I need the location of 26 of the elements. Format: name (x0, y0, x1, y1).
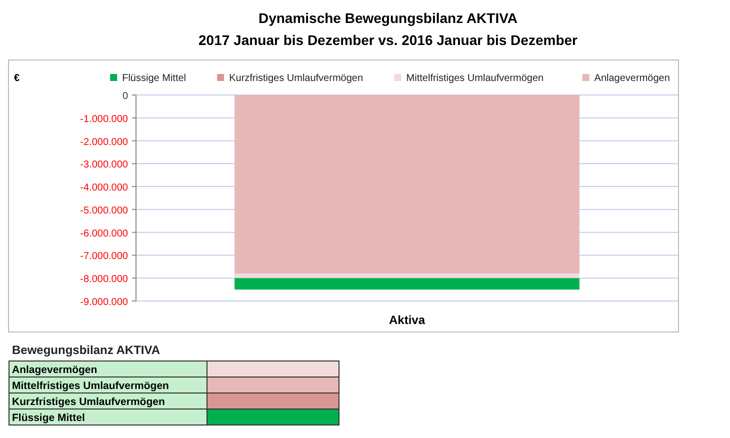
text: Bewegungsbilanz AKTIVA (12, 343, 160, 357)
y-tick-label: -7.000.000 (80, 251, 128, 262)
y-tick-label: -8.000.000 (80, 274, 128, 286)
y-tick-label: -2.000.000 (80, 136, 128, 148)
legend-label: Anlagevermögen (594, 73, 670, 84)
y-tick-label: -5.000.000 (80, 205, 128, 216)
text: Mittelfristiges Umlaufvermögen (12, 380, 169, 392)
text: Kurzfristiges Umlaufvermögen (12, 396, 165, 408)
chart-title: Dynamische Bewegungsbilanz AKTIVA (258, 10, 518, 26)
chart-subtitle: 2017 Januar bis Dezember vs. 2016 Januar bis Dezember (198, 32, 578, 48)
y-tick-label: -4.000.000 (80, 182, 128, 194)
bar (234, 278, 580, 290)
text: Flüssige Mittel (12, 412, 86, 424)
y-tick-label: -1.000.000 (80, 114, 128, 125)
y-tick-label: 0 (122, 91, 128, 102)
y-tick-label: -6.000.000 (80, 228, 128, 240)
text: Anlagevermögen (12, 364, 98, 376)
legend-label: Mittelfristiges Umlaufvermögen (406, 73, 544, 84)
y-tick-label: -9.000.000 (80, 297, 128, 308)
legend-label: Flüssige Mittel (122, 73, 186, 84)
legend-label: Kurzfristiges Umlaufvermögen (229, 73, 364, 84)
x-tick-label: Aktiva (388, 313, 426, 327)
text: € (14, 73, 20, 84)
y-tick-label: -3.000.000 (80, 160, 128, 171)
bar (234, 95, 580, 274)
bar (234, 274, 580, 278)
